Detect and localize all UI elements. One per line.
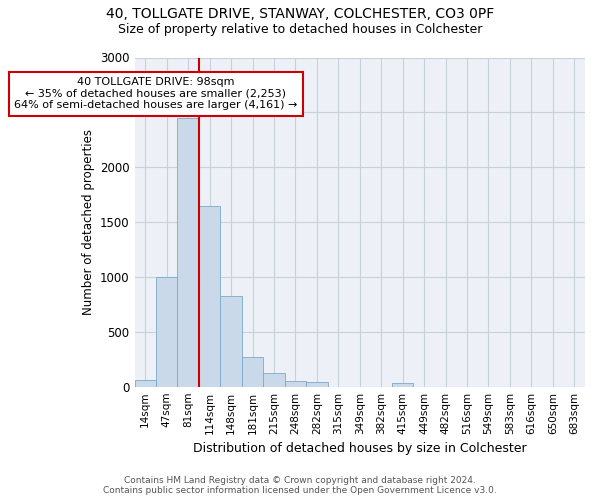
Text: Contains HM Land Registry data © Crown copyright and database right 2024.
Contai: Contains HM Land Registry data © Crown c… xyxy=(103,476,497,495)
Bar xyxy=(178,118,199,386)
Bar xyxy=(199,206,220,386)
X-axis label: Distribution of detached houses by size in Colchester: Distribution of detached houses by size … xyxy=(193,442,527,455)
Bar xyxy=(284,380,306,386)
Bar xyxy=(263,373,284,386)
Text: 40 TOLLGATE DRIVE: 98sqm
← 35% of detached houses are smaller (2,253)
64% of sem: 40 TOLLGATE DRIVE: 98sqm ← 35% of detach… xyxy=(14,78,298,110)
Bar xyxy=(242,357,263,386)
Bar xyxy=(134,380,156,386)
Y-axis label: Number of detached properties: Number of detached properties xyxy=(82,129,95,315)
Bar xyxy=(392,384,413,386)
Bar xyxy=(220,296,242,386)
Text: Size of property relative to detached houses in Colchester: Size of property relative to detached ho… xyxy=(118,22,482,36)
Bar xyxy=(156,277,178,386)
Bar xyxy=(306,382,328,386)
Text: 40, TOLLGATE DRIVE, STANWAY, COLCHESTER, CO3 0PF: 40, TOLLGATE DRIVE, STANWAY, COLCHESTER,… xyxy=(106,8,494,22)
